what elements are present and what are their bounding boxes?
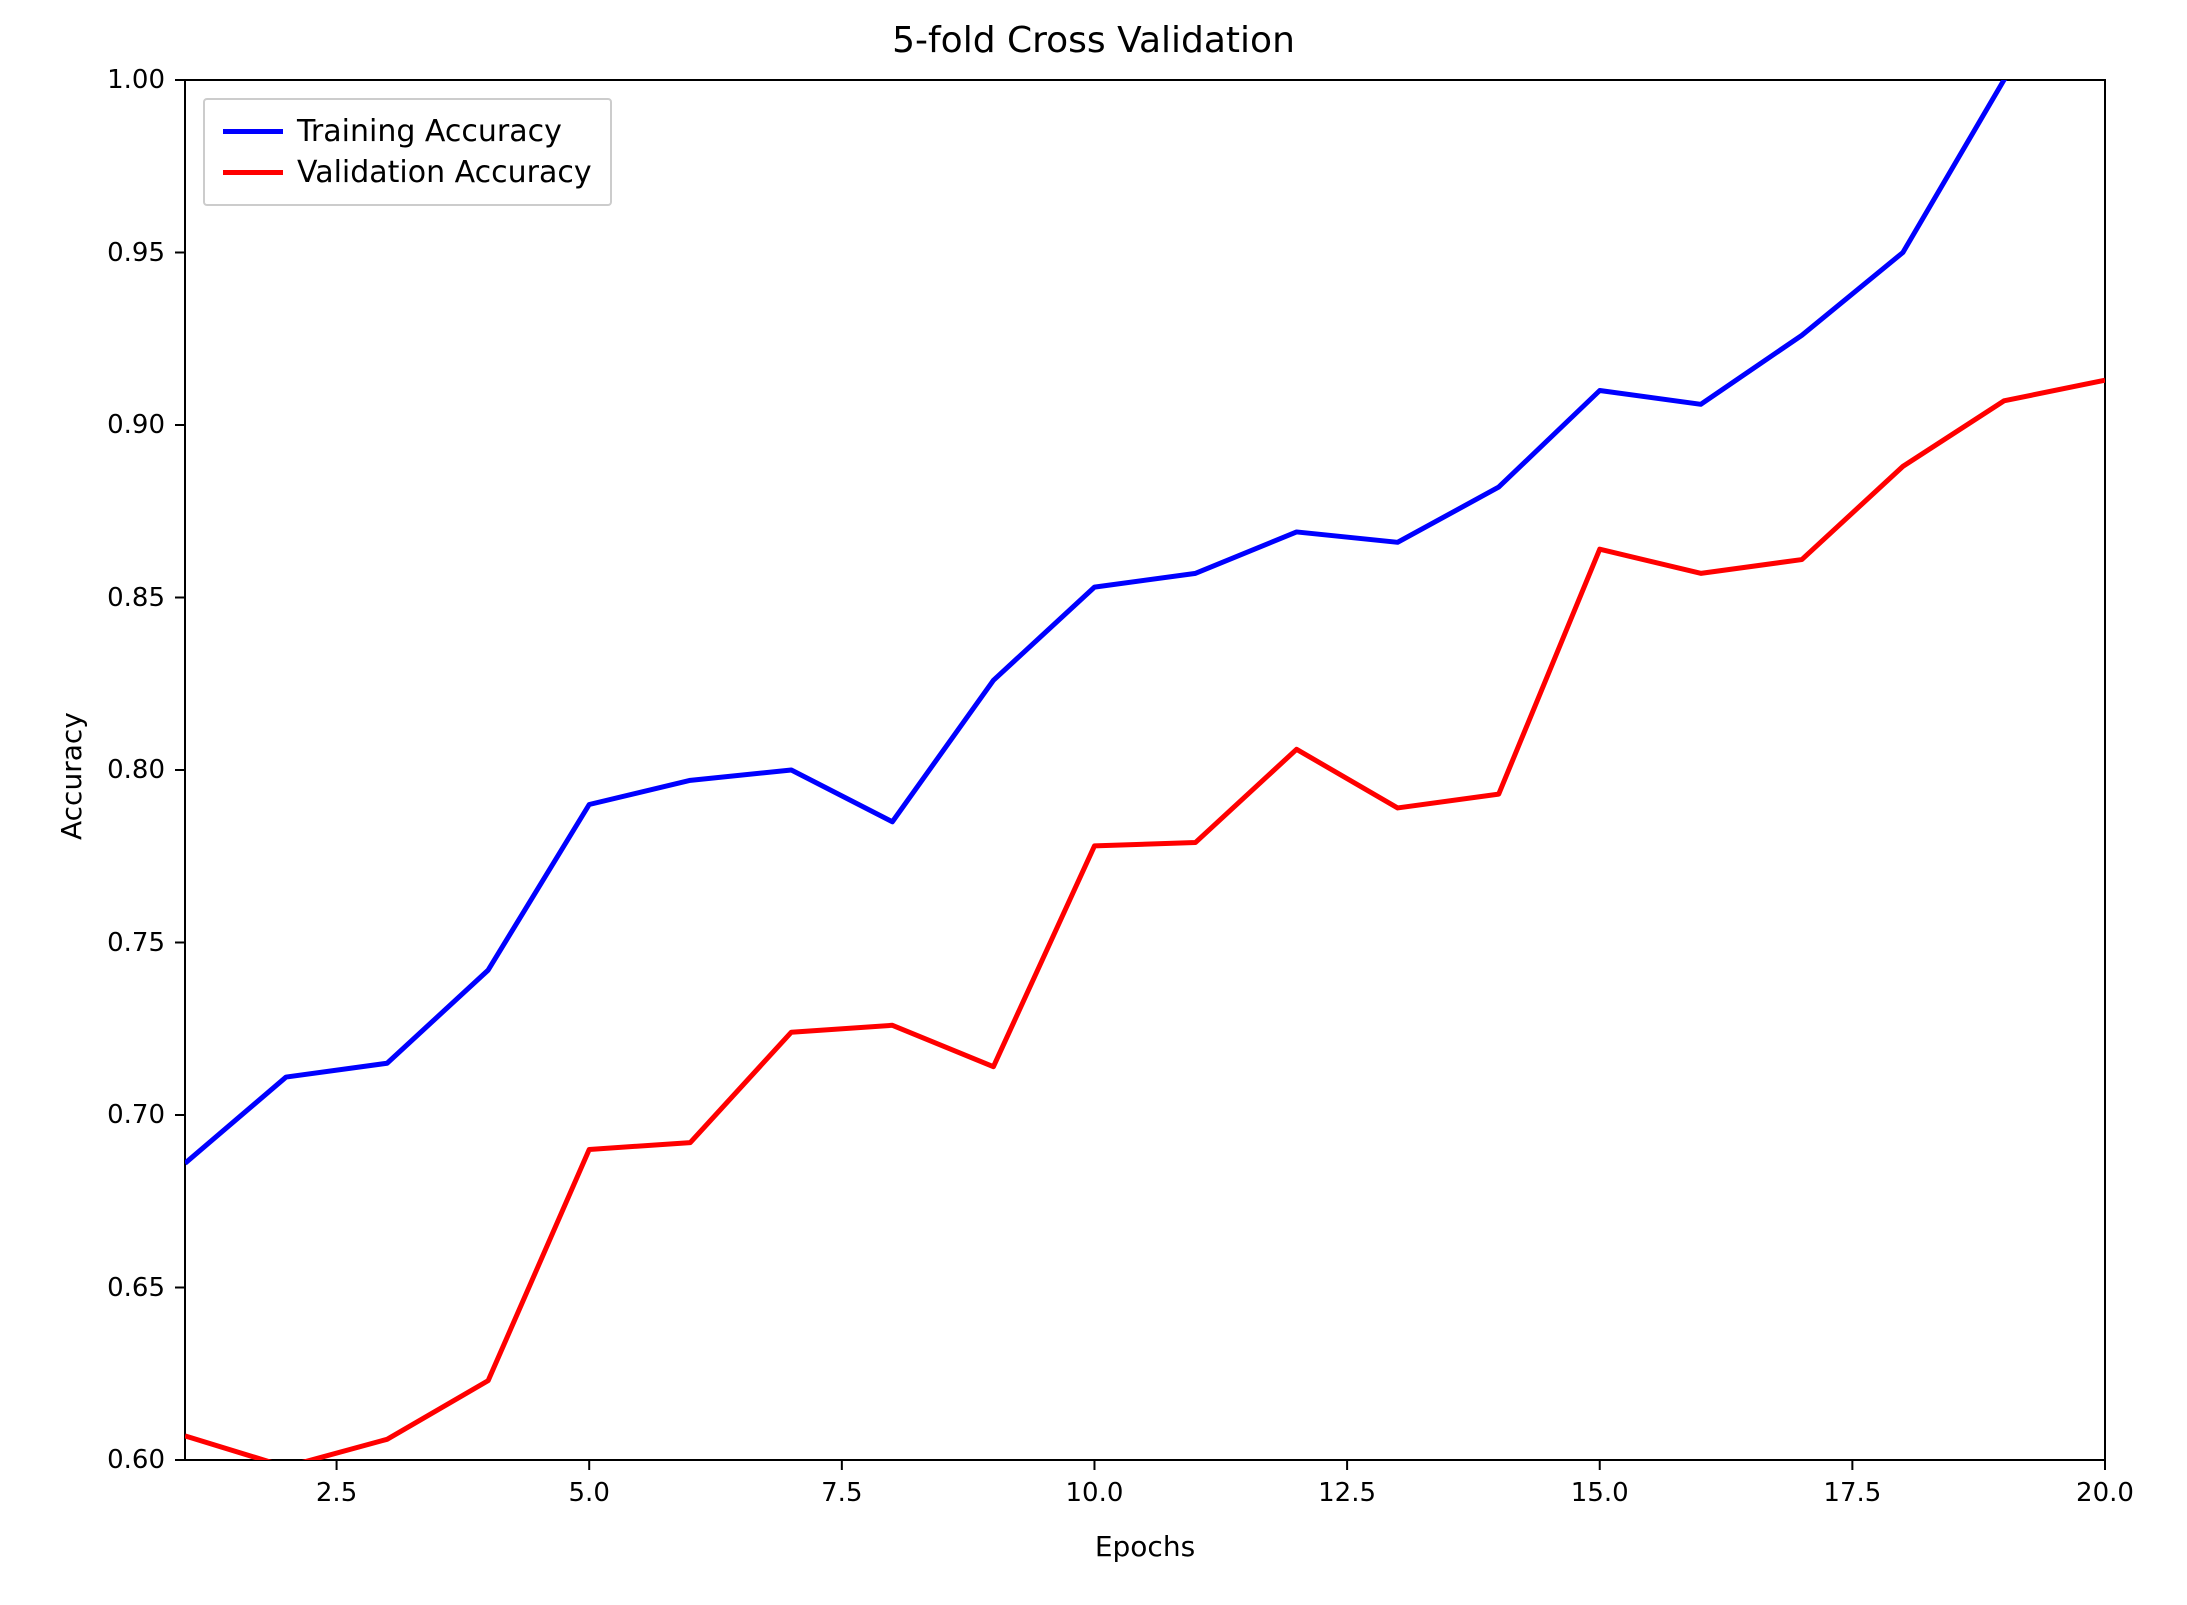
y-tick-label: 0.65 xyxy=(95,1273,165,1303)
x-tick-label: 17.5 xyxy=(1822,1478,1882,1508)
x-tick-label: 20.0 xyxy=(2075,1478,2135,1508)
chart-title: 5-fold Cross Validation xyxy=(0,20,2187,61)
x-tick-label: 2.5 xyxy=(307,1478,367,1508)
y-axis-label: Accuracy xyxy=(55,712,88,840)
legend: Training Accuracy Validation Accuracy xyxy=(203,98,612,206)
y-tick-label: 0.60 xyxy=(95,1445,165,1475)
y-tick-label: 1.00 xyxy=(95,65,165,95)
y-tick-label: 0.80 xyxy=(95,755,165,785)
x-tick-label: 12.5 xyxy=(1317,1478,1377,1508)
legend-swatch-training xyxy=(223,129,283,134)
x-tick-label: 15.0 xyxy=(1570,1478,1630,1508)
y-tick-label: 0.70 xyxy=(95,1100,165,1130)
y-tick-label: 0.95 xyxy=(95,238,165,268)
chart-figure: 5-fold Cross Validation Accuracy Epochs … xyxy=(0,0,2187,1605)
legend-item-validation: Validation Accuracy xyxy=(223,155,592,190)
y-tick-label: 0.90 xyxy=(95,410,165,440)
legend-item-training: Training Accuracy xyxy=(223,114,592,149)
plot-area xyxy=(185,80,2105,1460)
legend-swatch-validation xyxy=(223,170,283,175)
legend-label-validation: Validation Accuracy xyxy=(297,155,592,190)
x-tick-label: 10.0 xyxy=(1064,1478,1124,1508)
legend-label-training: Training Accuracy xyxy=(297,114,562,149)
y-tick-label: 0.75 xyxy=(95,928,165,958)
y-tick-label: 0.85 xyxy=(95,583,165,613)
x-tick-label: 7.5 xyxy=(812,1478,872,1508)
x-tick-label: 5.0 xyxy=(559,1478,619,1508)
x-axis-label: Epochs xyxy=(185,1530,2105,1563)
